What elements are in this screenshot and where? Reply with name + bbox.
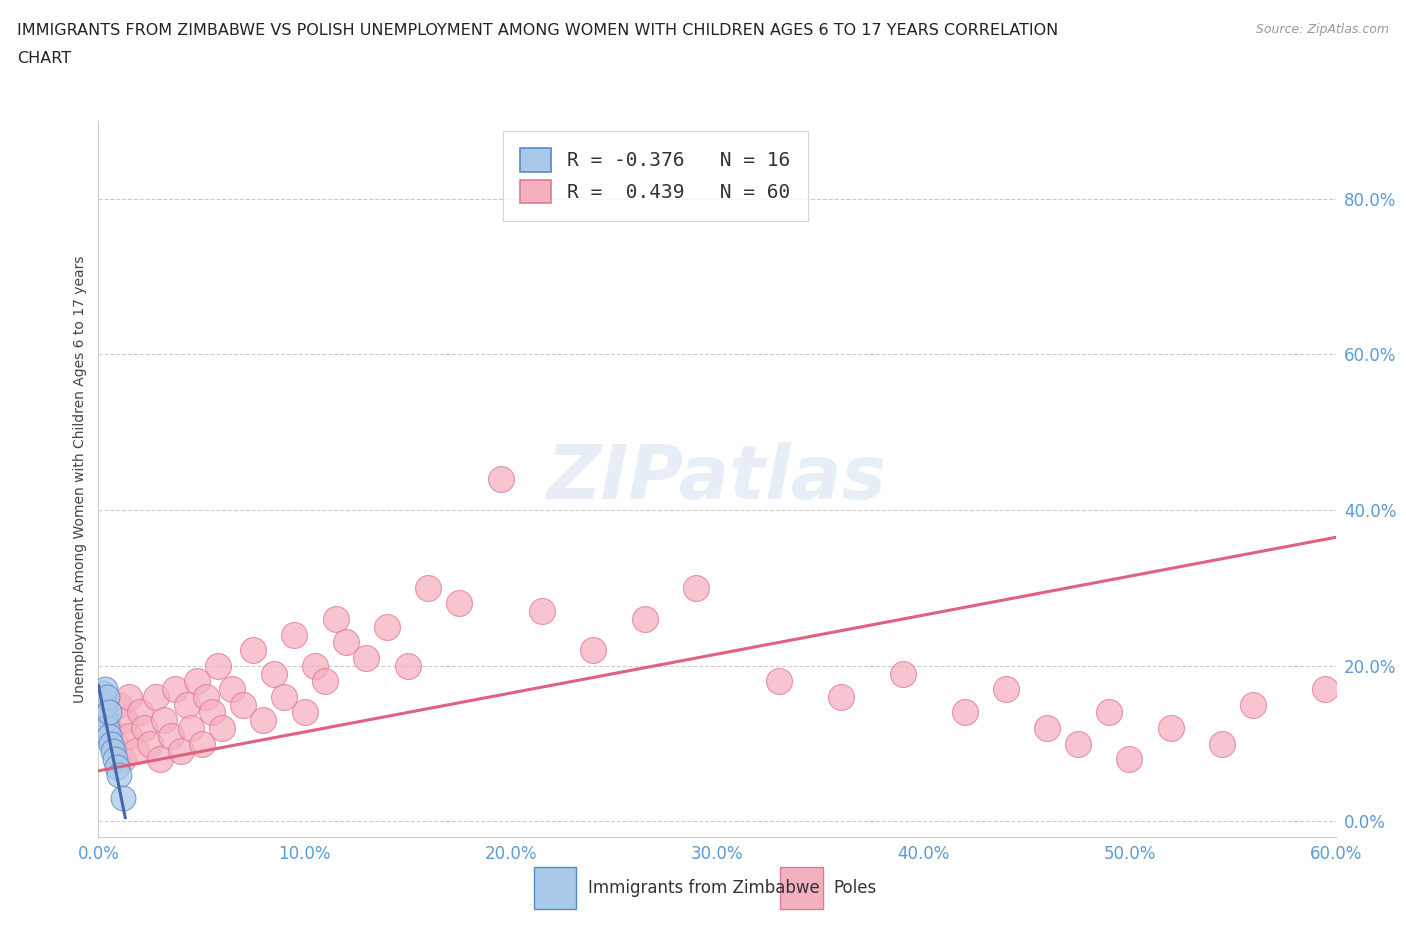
- Text: Immigrants from Zimbabwe: Immigrants from Zimbabwe: [588, 879, 820, 897]
- Point: [1036, 721, 1059, 736]
- Point: [1241, 698, 1264, 712]
- Point: [1315, 682, 1337, 697]
- Point: [891, 666, 914, 681]
- Point: [104, 751, 127, 766]
- Text: Poles: Poles: [834, 879, 877, 897]
- Point: [104, 737, 127, 751]
- Legend: R = -0.376   N = 16, R =  0.439   N = 60: R = -0.376 N = 16, R = 0.439 N = 60: [503, 130, 807, 220]
- Point: [112, 790, 135, 805]
- Point: [1160, 721, 1182, 736]
- Point: [91, 701, 114, 716]
- Point: [124, 744, 146, 759]
- Point: [108, 767, 131, 782]
- Point: [97, 721, 120, 736]
- Point: [101, 744, 124, 759]
- Bar: [780, 867, 823, 910]
- Point: [96, 689, 118, 704]
- Point: [634, 612, 657, 627]
- Point: [194, 689, 217, 704]
- Point: [145, 689, 167, 704]
- Point: [100, 737, 122, 751]
- Point: [96, 721, 118, 736]
- Point: [139, 737, 162, 751]
- Point: [418, 580, 440, 595]
- Point: [294, 705, 316, 720]
- Point: [201, 705, 224, 720]
- Point: [449, 596, 471, 611]
- Bar: [534, 867, 576, 910]
- Y-axis label: Unemployment Among Women with Children Ages 6 to 17 years: Unemployment Among Women with Children A…: [73, 255, 87, 703]
- Point: [163, 682, 186, 697]
- Point: [89, 694, 111, 709]
- Point: [128, 705, 150, 720]
- Point: [242, 643, 264, 658]
- Point: [685, 580, 707, 595]
- Point: [190, 737, 212, 751]
- Point: [768, 674, 790, 689]
- Point: [356, 651, 378, 666]
- Point: [263, 666, 285, 681]
- Point: [118, 689, 141, 704]
- Point: [283, 627, 305, 642]
- Point: [530, 604, 553, 618]
- Text: ZIPatlas: ZIPatlas: [547, 443, 887, 515]
- Point: [97, 728, 120, 743]
- Point: [207, 658, 229, 673]
- Point: [489, 472, 512, 486]
- Point: [176, 698, 198, 712]
- Point: [1098, 705, 1121, 720]
- Point: [830, 689, 852, 704]
- Point: [953, 705, 976, 720]
- Point: [335, 635, 357, 650]
- Point: [93, 698, 115, 712]
- Point: [105, 760, 128, 775]
- Point: [1211, 737, 1233, 751]
- Point: [325, 612, 347, 627]
- Point: [582, 643, 605, 658]
- Point: [149, 751, 172, 766]
- Point: [180, 721, 202, 736]
- Text: Source: ZipAtlas.com: Source: ZipAtlas.com: [1256, 23, 1389, 36]
- Point: [186, 674, 208, 689]
- Point: [221, 682, 243, 697]
- Point: [396, 658, 419, 673]
- Point: [273, 689, 295, 704]
- Point: [1118, 751, 1140, 766]
- Point: [118, 728, 141, 743]
- Point: [108, 698, 131, 712]
- Text: CHART: CHART: [17, 51, 70, 66]
- Point: [375, 619, 398, 634]
- Point: [97, 705, 120, 720]
- Point: [170, 744, 193, 759]
- Point: [211, 721, 233, 736]
- Point: [153, 712, 176, 727]
- Point: [91, 685, 114, 700]
- Point: [252, 712, 274, 727]
- Text: IMMIGRANTS FROM ZIMBABWE VS POLISH UNEMPLOYMENT AMONG WOMEN WITH CHILDREN AGES 6: IMMIGRANTS FROM ZIMBABWE VS POLISH UNEMP…: [17, 23, 1059, 38]
- Point: [994, 682, 1017, 697]
- Point: [304, 658, 326, 673]
- Point: [93, 682, 115, 697]
- Point: [93, 712, 115, 727]
- Point: [314, 674, 336, 689]
- Point: [112, 751, 135, 766]
- Point: [159, 728, 181, 743]
- Point: [114, 712, 136, 727]
- Point: [132, 721, 155, 736]
- Point: [232, 698, 254, 712]
- Point: [1067, 737, 1090, 751]
